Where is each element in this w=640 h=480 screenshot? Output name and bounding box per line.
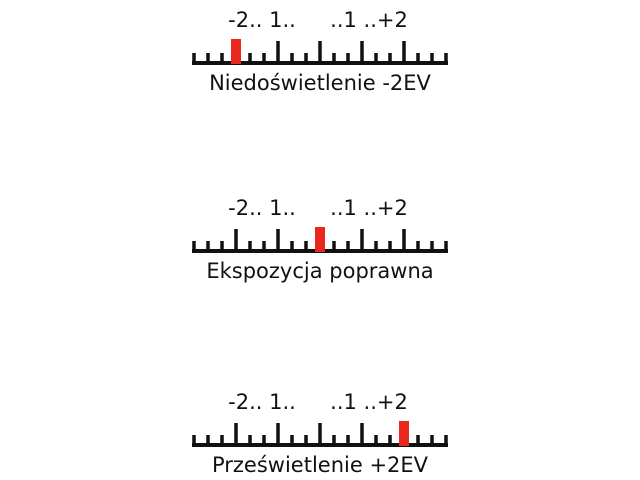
meter-correct: -2.. 1.. ..1 ..+2 Ekspozycja poprawna (192, 196, 448, 283)
scale-ticks (192, 421, 448, 447)
meter-caption: Prześwietlenie +2EV (212, 453, 429, 477)
scale-label-left: -2.. 1.. (228, 390, 296, 414)
scale-label-right: ..1 ..+2 (330, 8, 408, 32)
scale-label-right: ..1 ..+2 (330, 390, 408, 414)
meter-underexposed: -2.. 1.. ..1 ..+2 Niedoświetlenie -2EV (192, 8, 448, 95)
meter-caption: Ekspozycja poprawna (206, 259, 433, 283)
exposure-marker (315, 227, 325, 252)
scale-label-left: -2.. 1.. (228, 8, 296, 32)
meter-overexposed: -2.. 1.. ..1 ..+2 Prześwietlenie +2EV (192, 390, 448, 477)
scale-ticks (192, 227, 448, 253)
scale-label-right: ..1 ..+2 (330, 196, 408, 220)
exposure-marker (399, 421, 409, 446)
scale-ticks (192, 39, 448, 65)
exposure-marker (231, 39, 241, 64)
meter-caption: Niedoświetlenie -2EV (209, 71, 431, 95)
scale-label-left: -2.. 1.. (228, 196, 296, 220)
